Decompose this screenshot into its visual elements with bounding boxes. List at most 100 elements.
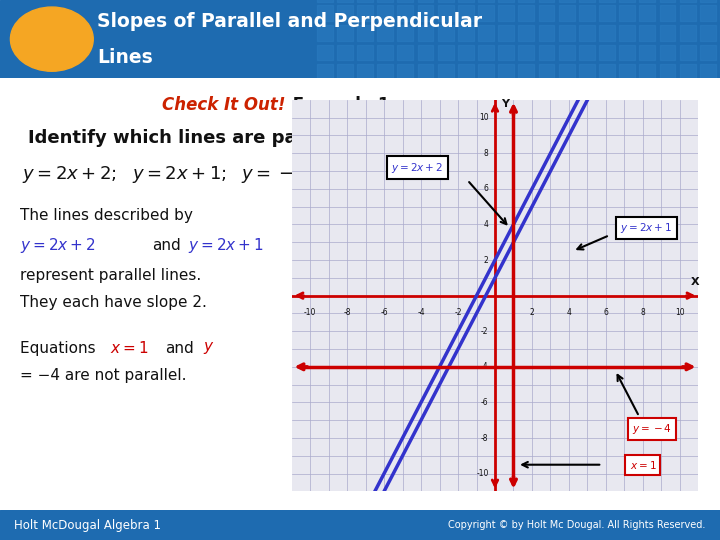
Text: and: and [152, 238, 181, 253]
Bar [619, 64, 635, 80]
Bar [438, 25, 454, 40]
Text: = −4 are not parallel.: = −4 are not parallel. [20, 368, 186, 383]
Bar [619, 0, 635, 2]
Bar [700, 5, 716, 21]
Text: 8: 8 [641, 308, 645, 317]
Bar [317, 64, 333, 80]
Bar [458, 5, 474, 21]
Bar [438, 64, 454, 80]
Text: represent parallel lines.: represent parallel lines. [20, 268, 202, 283]
Text: $y = 2x + 1$: $y = 2x + 1$ [621, 221, 672, 235]
Bar [397, 45, 413, 60]
Bar [539, 64, 554, 80]
Text: -8: -8 [343, 308, 351, 317]
Bar [700, 45, 716, 60]
Text: Check It Out!: Check It Out! [161, 96, 285, 114]
Bar [498, 64, 514, 80]
Bar [599, 45, 615, 60]
Text: 4: 4 [567, 308, 572, 317]
Text: $x = 1$: $x = 1$ [629, 458, 657, 471]
Bar [579, 25, 595, 40]
Bar [458, 64, 474, 80]
Text: $y = 2x + 2$: $y = 2x + 2$ [20, 236, 96, 255]
Bar [438, 45, 454, 60]
Text: 6: 6 [484, 184, 489, 193]
Bar [559, 0, 575, 2]
Text: $y = -4$: $y = -4$ [632, 422, 672, 436]
Bar [418, 0, 433, 2]
Bar [680, 0, 696, 2]
Bar [397, 5, 413, 21]
Bar [357, 5, 373, 21]
Bar [518, 25, 534, 40]
Bar [317, 0, 333, 2]
Bar [498, 25, 514, 40]
Bar [337, 45, 353, 60]
Ellipse shape [10, 7, 94, 71]
Text: Equations: Equations [20, 341, 101, 356]
Text: 2: 2 [530, 308, 534, 317]
Bar [579, 64, 595, 80]
Bar [357, 45, 373, 60]
Bar [639, 64, 655, 80]
Bar [700, 64, 716, 80]
Text: The lines described by: The lines described by [20, 208, 193, 223]
Text: -2: -2 [454, 308, 462, 317]
Bar [478, 64, 494, 80]
Text: -10: -10 [304, 308, 316, 317]
Bar [397, 25, 413, 40]
Text: -10: -10 [476, 469, 489, 478]
Bar [317, 5, 333, 21]
Bar [518, 5, 534, 21]
Bar [478, 0, 494, 2]
Bar [599, 0, 615, 2]
Bar [397, 0, 413, 2]
Bar [357, 0, 373, 2]
Text: 4: 4 [484, 220, 489, 229]
Bar [539, 0, 554, 2]
Bar [639, 45, 655, 60]
Bar [619, 5, 635, 21]
Bar [639, 0, 655, 2]
Text: Identify which lines are parallel.: Identify which lines are parallel. [28, 129, 355, 147]
Bar [619, 45, 635, 60]
Bar [337, 5, 353, 21]
Text: -6: -6 [380, 308, 388, 317]
Bar [680, 5, 696, 21]
Bar [317, 45, 333, 60]
Bar [397, 64, 413, 80]
Bar [357, 25, 373, 40]
Text: 2: 2 [484, 255, 489, 265]
Text: Holt McDougal Algebra 1: Holt McDougal Algebra 1 [14, 518, 161, 532]
Text: 10: 10 [479, 113, 489, 122]
Bar [418, 64, 433, 80]
Bar [518, 64, 534, 80]
Text: 8: 8 [484, 149, 489, 158]
Bar [700, 25, 716, 40]
Bar [680, 64, 696, 80]
Text: $y = 2x + 2;\ \ y = 2x + 1;\ \ y = -4;\ \ x = 1$: $y = 2x + 2;\ \ y = 2x + 1;\ \ y = -4;\ … [22, 164, 374, 185]
Bar [660, 5, 675, 21]
Text: and: and [165, 341, 194, 356]
Bar [660, 45, 675, 60]
Bar [660, 0, 675, 2]
Text: $y$: $y$ [203, 340, 215, 356]
Bar [478, 25, 494, 40]
Bar [559, 25, 575, 40]
Bar [438, 5, 454, 21]
Bar [498, 45, 514, 60]
Bar [337, 64, 353, 80]
Text: Copyright © by Holt Mc Dougal. All Rights Reserved.: Copyright © by Holt Mc Dougal. All Right… [449, 520, 706, 530]
Text: $y = 2x + 2$: $y = 2x + 2$ [391, 160, 444, 174]
Bar [458, 25, 474, 40]
Text: 10: 10 [675, 308, 685, 317]
Text: They each have slope 2.: They each have slope 2. [20, 295, 207, 310]
Bar [377, 5, 393, 21]
Bar [337, 25, 353, 40]
Bar [639, 25, 655, 40]
Bar [559, 45, 575, 60]
Text: -6: -6 [481, 398, 489, 407]
Bar [539, 25, 554, 40]
Text: 6: 6 [603, 308, 608, 317]
Bar [639, 5, 655, 21]
